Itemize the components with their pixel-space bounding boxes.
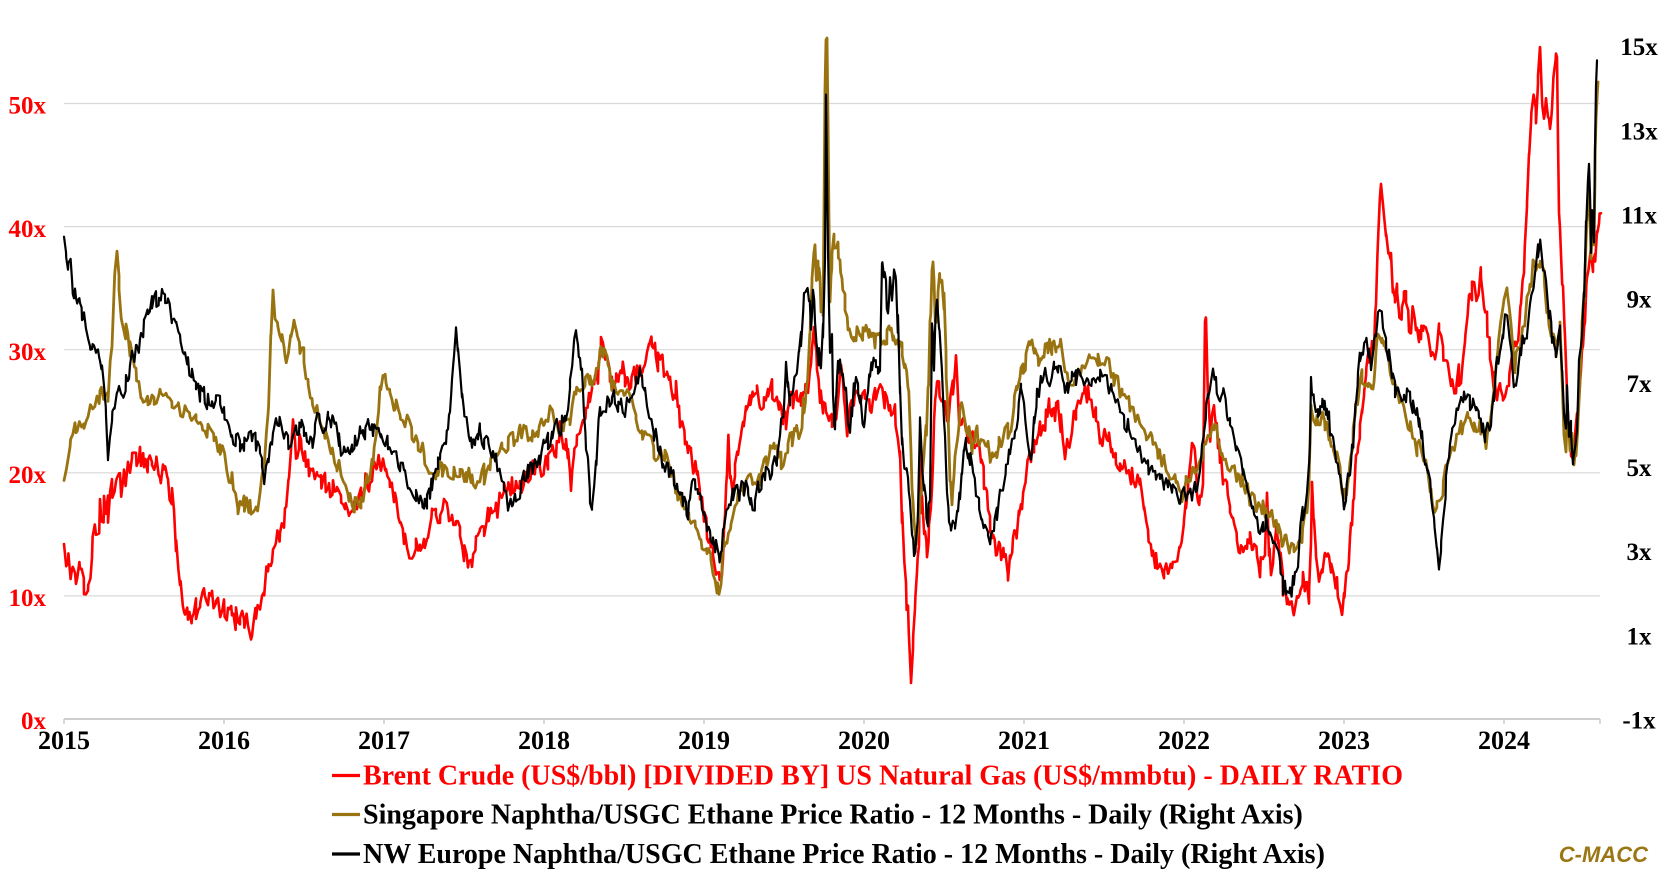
svg-text:3x: 3x [1627, 539, 1653, 566]
svg-text:50x: 50x [9, 93, 47, 120]
svg-text:13x: 13x [1620, 118, 1658, 145]
svg-text:2018: 2018 [518, 726, 570, 755]
svg-text:2021: 2021 [998, 726, 1050, 755]
svg-text:2020: 2020 [838, 726, 890, 755]
svg-text:2016: 2016 [198, 726, 250, 755]
svg-text:5x: 5x [1627, 455, 1653, 482]
svg-text:2017: 2017 [358, 726, 410, 755]
svg-text:7x: 7x [1627, 371, 1653, 398]
svg-text:40x: 40x [9, 216, 47, 243]
svg-text:0x: 0x [21, 708, 47, 735]
svg-text:15x: 15x [1620, 34, 1658, 61]
svg-text:Brent Crude (US$/bbl) [DIVIDED: Brent Crude (US$/bbl) [DIVIDED BY] US Na… [363, 761, 1403, 792]
svg-text:2023: 2023 [1318, 726, 1370, 755]
svg-text:2022: 2022 [1158, 726, 1210, 755]
svg-text:2015: 2015 [38, 726, 90, 755]
svg-text:1x: 1x [1627, 623, 1653, 650]
svg-text:10x: 10x [9, 585, 47, 612]
svg-text:11x: 11x [1621, 203, 1658, 230]
svg-text:2024: 2024 [1478, 726, 1530, 755]
svg-text:C-MACC: C-MACC [1559, 842, 1649, 867]
svg-text:9x: 9x [1627, 287, 1653, 314]
svg-text:30x: 30x [9, 339, 47, 366]
svg-text:2019: 2019 [678, 726, 730, 755]
svg-text:-1x: -1x [1622, 708, 1656, 735]
svg-text:20x: 20x [9, 462, 47, 489]
svg-text:Singapore Naphtha/USGC Ethane: Singapore Naphtha/USGC Ethane Price Rati… [363, 800, 1303, 831]
svg-text:NW Europe Naphtha/USGC Ethane: NW Europe Naphtha/USGC Ethane Price Rati… [363, 839, 1325, 870]
